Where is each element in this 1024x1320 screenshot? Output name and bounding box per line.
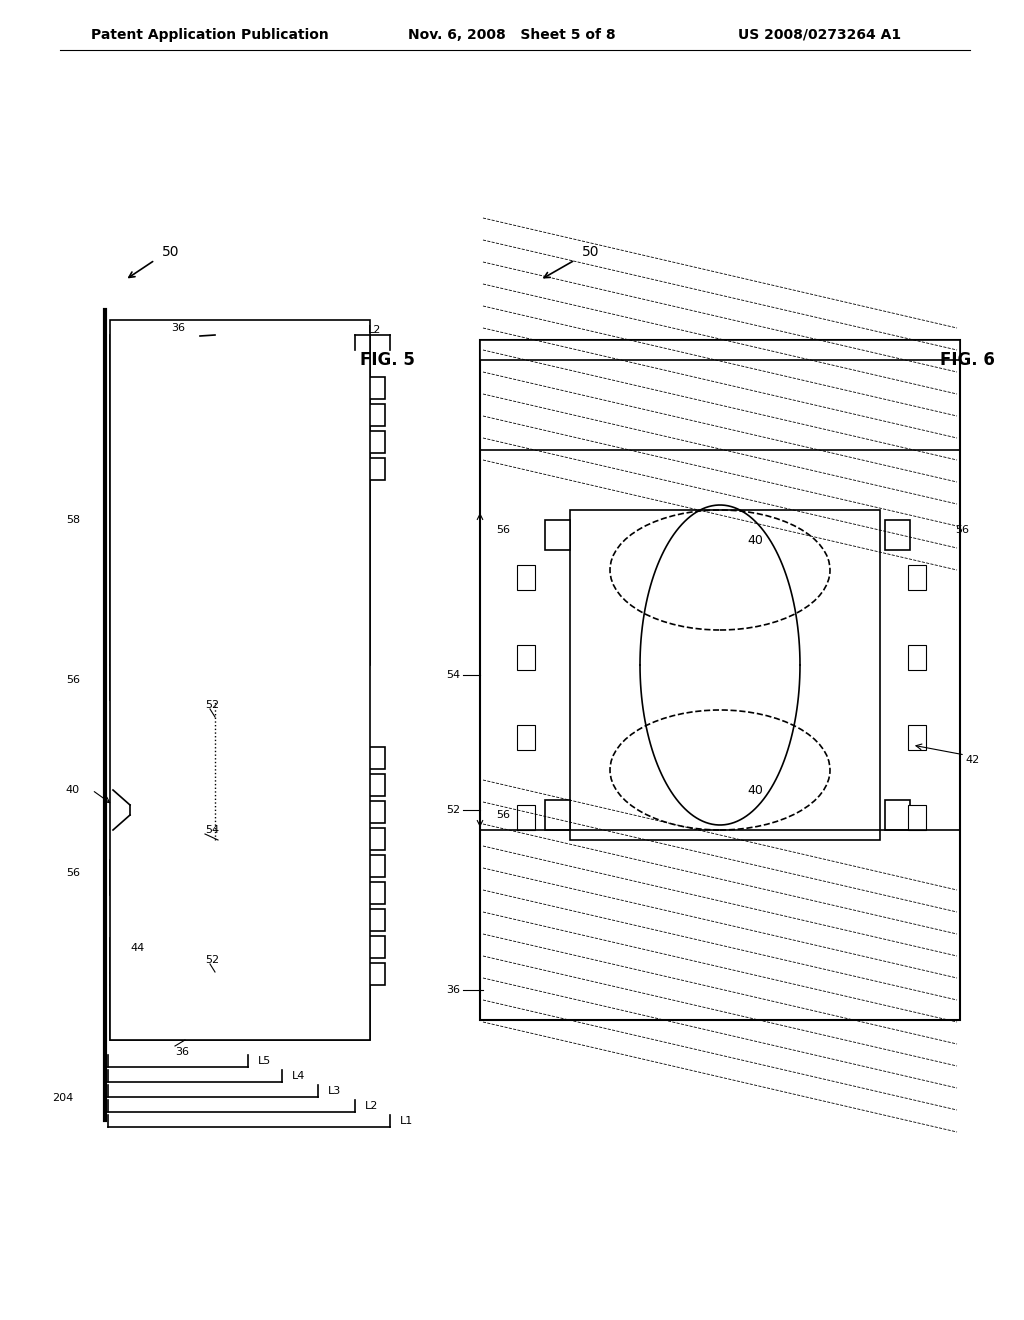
Bar (517, 805, 535, 830)
Text: 54: 54 (445, 671, 460, 680)
Text: 36: 36 (175, 1047, 189, 1057)
Text: L2: L2 (365, 1101, 379, 1111)
Text: 40: 40 (748, 784, 763, 796)
Text: FIG. 6: FIG. 6 (940, 351, 995, 370)
Bar (230, 882, 385, 904)
Bar (230, 964, 385, 985)
Text: 52: 52 (205, 700, 219, 710)
Bar (110, 319, 370, 1040)
Bar (230, 432, 385, 453)
Text: 58: 58 (66, 515, 80, 525)
Text: 56: 56 (66, 869, 80, 878)
Bar (110, 939, 165, 973)
Bar (230, 828, 385, 850)
Text: 36: 36 (446, 985, 460, 995)
Text: 44: 44 (130, 942, 144, 953)
Text: 56: 56 (496, 810, 510, 820)
Bar (280, 350, 335, 372)
Bar (230, 378, 385, 399)
Bar (230, 801, 385, 822)
Bar (110, 665, 210, 700)
Bar (230, 404, 385, 426)
Text: 56: 56 (955, 525, 969, 535)
Bar (110, 861, 210, 895)
Text: US 2008/0273264 A1: US 2008/0273264 A1 (738, 28, 901, 42)
Text: L1: L1 (400, 1115, 414, 1126)
Bar (110, 335, 370, 665)
Bar (908, 565, 926, 590)
Bar (570, 510, 880, 840)
Text: L2: L2 (369, 325, 382, 335)
Bar (230, 774, 385, 796)
Text: 50: 50 (582, 246, 599, 259)
Bar (908, 725, 926, 750)
Text: 204: 204 (52, 1093, 73, 1104)
Text: FIG. 5: FIG. 5 (360, 351, 415, 370)
Text: 42: 42 (965, 755, 979, 766)
Text: 40: 40 (66, 785, 80, 795)
Text: L3: L3 (328, 1086, 341, 1096)
Text: 56: 56 (66, 675, 80, 685)
Bar (110, 985, 370, 1040)
Text: 40: 40 (748, 533, 763, 546)
Bar (230, 458, 385, 480)
Text: 36: 36 (171, 323, 185, 333)
Bar (110, 973, 370, 985)
Bar (908, 805, 926, 830)
Text: Nov. 6, 2008   Sheet 5 of 8: Nov. 6, 2008 Sheet 5 of 8 (409, 28, 615, 42)
Bar (517, 565, 535, 590)
Bar (517, 725, 535, 750)
Text: 52: 52 (205, 954, 219, 965)
Bar (908, 645, 926, 671)
Bar (230, 909, 385, 931)
Text: 52: 52 (445, 805, 460, 814)
Text: 56: 56 (496, 525, 510, 535)
Bar (545, 520, 570, 550)
Bar (230, 747, 385, 770)
Text: L5: L5 (258, 1056, 271, 1067)
Text: Patent Application Publication: Patent Application Publication (91, 28, 329, 42)
Text: 54: 54 (205, 825, 219, 836)
Bar (885, 800, 910, 830)
Bar (480, 341, 961, 1020)
Text: 50: 50 (162, 246, 179, 259)
Bar (885, 520, 910, 550)
Bar (480, 341, 961, 360)
Bar (545, 800, 570, 830)
Text: L4: L4 (292, 1071, 305, 1081)
Bar (230, 936, 385, 958)
Bar (517, 645, 535, 671)
Bar (230, 855, 385, 876)
